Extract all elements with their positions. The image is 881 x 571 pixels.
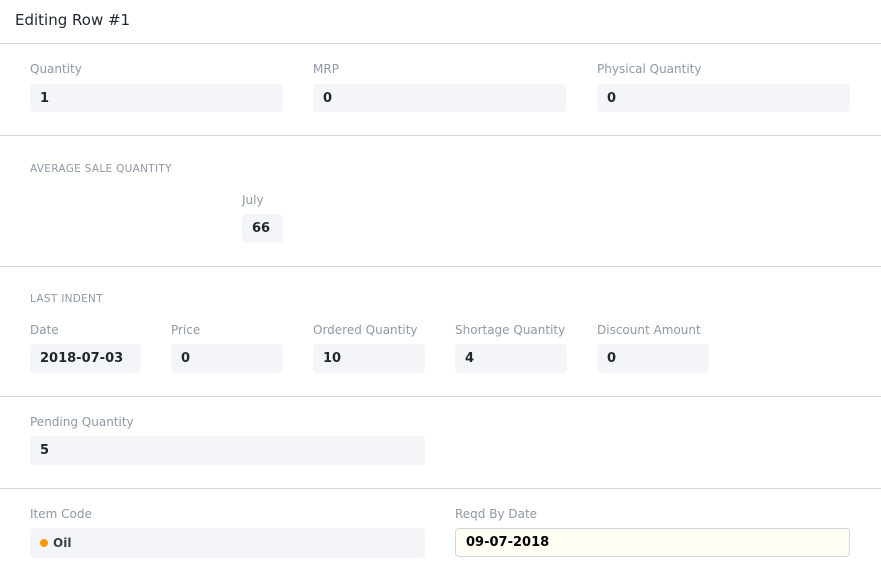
discount-amount-label: Discount Amount [597, 323, 701, 337]
divider [0, 396, 881, 397]
quantity-label: Quantity [30, 62, 82, 76]
physical-quantity-field[interactable]: 0 [597, 84, 850, 112]
item-code-field[interactable]: Oil [30, 528, 425, 558]
july-field[interactable]: 66 [242, 214, 283, 243]
date-label: Date [30, 323, 59, 337]
price-label: Price [171, 323, 201, 337]
section-heading-last-indent: LAST INDENT [30, 293, 103, 305]
status-indicator-icon [40, 539, 48, 547]
quantity-field[interactable]: 1 [30, 84, 283, 112]
item-code-value: Oil [53, 536, 72, 550]
divider [0, 266, 881, 267]
ordered-quantity-label: Ordered Quantity [313, 323, 418, 337]
reqd-by-date-label: Reqd By Date [455, 507, 538, 521]
pending-quantity-field[interactable]: 5 [30, 436, 425, 465]
item-code-label: Item Code [30, 507, 92, 521]
shortage-quantity-label: Shortage Quantity [455, 323, 566, 337]
mrp-label: MRP [313, 62, 339, 76]
reqd-by-date-input[interactable]: 09-07-2018 [455, 528, 850, 557]
page-title: Editing Row #1 [15, 11, 131, 29]
physical-quantity-label: Physical Quantity [597, 62, 702, 76]
section-heading-average-sale: AVERAGE SALE QUANTITY [30, 163, 172, 175]
mrp-field[interactable]: 0 [313, 84, 566, 112]
shortage-quantity-field[interactable]: 4 [455, 344, 567, 373]
divider [0, 43, 881, 44]
pending-quantity-label: Pending Quantity [30, 415, 134, 429]
july-label: July [242, 193, 264, 207]
ordered-quantity-field[interactable]: 10 [313, 344, 425, 373]
discount-amount-field[interactable]: 0 [597, 344, 709, 373]
divider [0, 135, 881, 136]
price-field[interactable]: 0 [171, 344, 283, 373]
date-field[interactable]: 2018-07-03 [30, 344, 141, 373]
divider [0, 488, 881, 489]
